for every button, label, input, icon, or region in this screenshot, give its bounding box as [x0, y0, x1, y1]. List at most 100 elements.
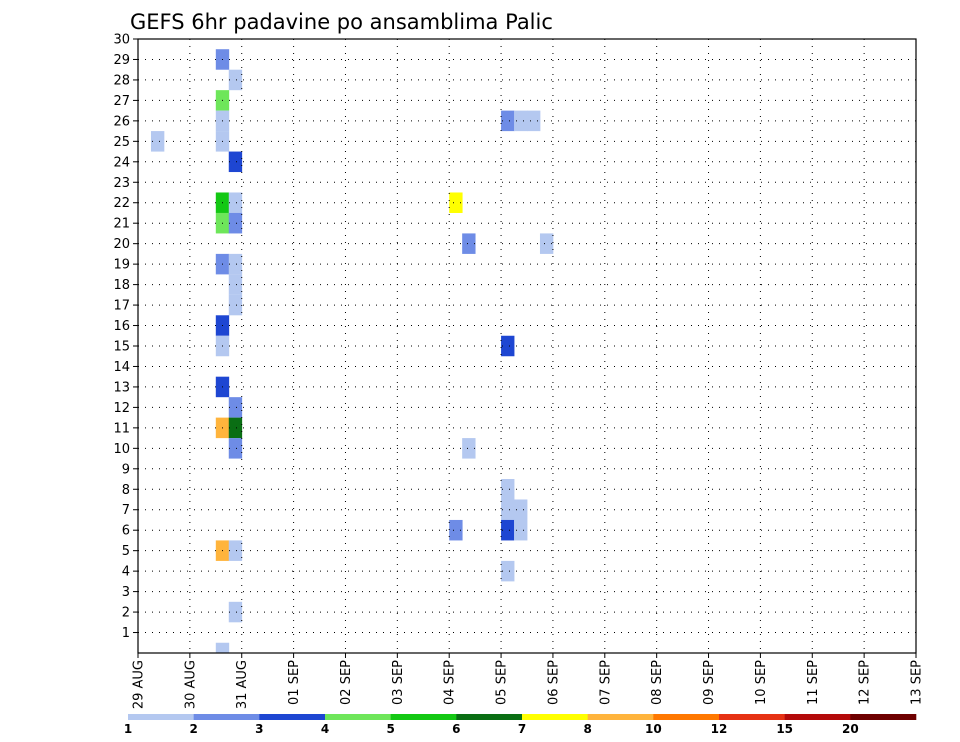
heatmap-cell — [514, 519, 528, 541]
x-tick-label: 30 AUG — [183, 660, 198, 709]
heatmap-cell — [228, 151, 243, 173]
legend-label: 6 — [452, 722, 460, 736]
legend-label: 12 — [711, 722, 728, 736]
y-tick-label: 3 — [122, 585, 130, 600]
x-tick-label: 08 SEP — [650, 660, 665, 705]
heatmap-cell — [539, 233, 554, 254]
legend-swatch — [719, 714, 785, 720]
x-tick-label: 09 SEP — [702, 660, 717, 705]
y-tick-label: 28 — [113, 73, 130, 88]
legend-label: 10 — [645, 722, 662, 736]
x-tick-label: 13 SEP — [910, 660, 925, 705]
heatmap-cell — [514, 110, 528, 132]
y-tick-label: 23 — [113, 176, 130, 191]
x-tick-label: 07 SEP — [598, 660, 613, 705]
legend-label: 8 — [583, 722, 591, 736]
x-tick-label: 04 SEP — [443, 660, 458, 705]
y-tick-label: 13 — [113, 380, 130, 395]
heatmap-cell — [501, 479, 515, 500]
legend-label: 7 — [518, 722, 526, 736]
y-tick-label: 4 — [122, 565, 130, 580]
legend-swatch — [259, 714, 326, 720]
legend-label: 15 — [776, 722, 793, 736]
y-tick-label: 21 — [113, 217, 130, 232]
y-tick-label: 7 — [122, 503, 130, 518]
legend-label: 20 — [842, 722, 859, 736]
heatmap-cell — [501, 519, 515, 541]
y-tick-label: 18 — [113, 278, 130, 293]
heatmap-cell — [501, 110, 515, 132]
heatmap-cell — [449, 192, 463, 213]
heatmap-cell — [150, 131, 165, 152]
chart-title: GEFS 6hr padavine po ansamblima Palic — [130, 10, 553, 34]
heatmap-cell — [449, 519, 463, 541]
y-tick-label: 10 — [113, 442, 130, 457]
y-tick-label: 1 — [122, 626, 130, 641]
heatmap-cell — [228, 438, 243, 459]
heatmap-cell — [501, 335, 515, 357]
y-tick-label: 12 — [113, 401, 130, 416]
y-tick-label: 2 — [122, 606, 130, 621]
x-tick-label: 31 AUG — [235, 660, 250, 709]
legend-swatch — [193, 714, 260, 720]
heatmap-cell — [228, 69, 243, 91]
y-tick-label: 19 — [113, 258, 130, 273]
x-tick-label: 01 SEP — [287, 660, 302, 705]
legend-swatch — [390, 714, 457, 720]
legend-swatch — [784, 714, 851, 720]
y-axis: 1234567891011121314151617181920212223242… — [113, 33, 138, 641]
x-tick-label: 05 SEP — [495, 660, 510, 705]
y-tick-label: 27 — [113, 94, 130, 109]
y-tick-label: 24 — [113, 155, 130, 170]
legend-swatch — [850, 714, 917, 720]
x-tick-label: 29 AUG — [132, 660, 147, 709]
y-tick-label: 22 — [113, 196, 130, 211]
y-tick-label: 29 — [113, 53, 130, 68]
heatmap-cell — [215, 642, 230, 653]
y-tick-label: 30 — [113, 33, 130, 48]
legend-swatch — [128, 714, 194, 720]
y-tick-label: 9 — [122, 462, 130, 477]
x-axis: 29 AUG 30 AUG 31 AUG 01 SEP 02 SEP 03 SEP 04 S… — [132, 653, 925, 709]
y-tick-label: 16 — [113, 319, 130, 334]
x-tick-label: 06 SEP — [546, 660, 561, 705]
legend-label: 2 — [189, 722, 197, 736]
y-tick-label: 8 — [122, 483, 130, 498]
x-tick-label: 02 SEP — [339, 660, 354, 705]
grid-lines — [138, 38, 916, 653]
heatmap-cell — [462, 438, 476, 459]
heatmap-cell — [228, 601, 243, 623]
heatmap-cell — [228, 212, 243, 234]
heatmap-cell — [228, 397, 243, 418]
x-tick-label: 10 SEP — [754, 660, 769, 705]
heatmap-cell — [501, 560, 515, 582]
legend-swatch — [325, 714, 391, 720]
heatmap-cell — [228, 274, 243, 295]
y-tick-label: 15 — [113, 340, 130, 355]
heatmap-cell — [462, 233, 476, 254]
legend-swatch — [522, 714, 588, 720]
heatmap-cell — [228, 192, 243, 213]
heatmap-cell — [228, 294, 243, 316]
y-tick-label: 25 — [113, 135, 130, 150]
heatmap-cell — [228, 540, 243, 561]
legend-swatch — [653, 714, 720, 720]
legend-swatch — [456, 714, 523, 720]
color-legend: 1 2 3 4 5 6 7 8 10 12 15 20 — [124, 714, 917, 736]
y-tick-label: 14 — [113, 360, 130, 375]
legend-label: 3 — [255, 722, 263, 736]
y-tick-label: 11 — [113, 421, 130, 436]
legend-label: 4 — [321, 722, 329, 736]
legend-swatch — [587, 714, 654, 720]
y-tick-label: 6 — [122, 524, 130, 539]
heatmap-cell — [228, 253, 243, 275]
heatmap-cell — [501, 499, 515, 520]
x-tick-label: 12 SEP — [858, 660, 873, 705]
y-tick-label: 26 — [113, 114, 130, 129]
legend-label: 5 — [386, 722, 394, 736]
y-tick-label: 5 — [122, 544, 130, 559]
heatmap-cell — [228, 417, 243, 439]
heatmap-cell — [527, 110, 541, 132]
y-tick-label: 20 — [113, 237, 130, 252]
